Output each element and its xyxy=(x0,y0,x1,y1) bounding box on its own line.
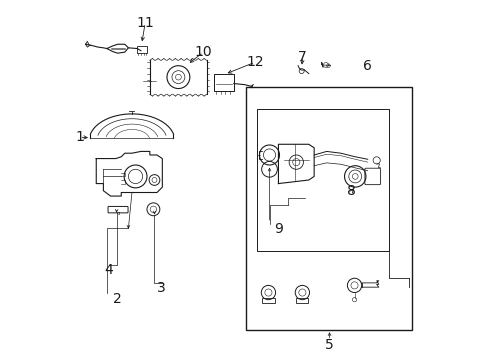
Text: 6: 6 xyxy=(362,59,371,73)
Bar xyxy=(257,109,388,251)
Text: 5: 5 xyxy=(325,338,333,352)
Text: 9: 9 xyxy=(273,222,282,236)
Text: 4: 4 xyxy=(104,263,113,277)
Bar xyxy=(262,298,274,303)
Bar xyxy=(214,74,233,91)
Text: 8: 8 xyxy=(346,184,355,198)
Text: 1: 1 xyxy=(75,130,84,144)
Text: 10: 10 xyxy=(194,45,212,59)
Text: 7: 7 xyxy=(298,50,306,64)
Text: 11: 11 xyxy=(136,16,154,30)
Text: 3: 3 xyxy=(157,281,165,295)
Bar xyxy=(296,298,308,303)
Text: 12: 12 xyxy=(246,55,264,69)
Text: 2: 2 xyxy=(112,292,121,306)
Bar xyxy=(246,87,411,330)
